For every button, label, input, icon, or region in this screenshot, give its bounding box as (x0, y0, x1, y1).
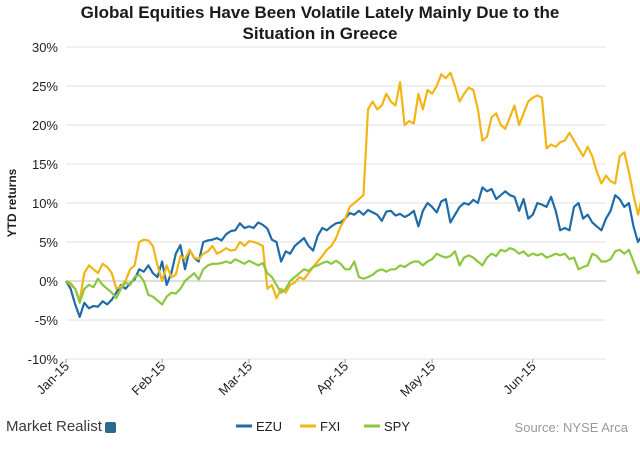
y-axis-label: YTD returns (5, 168, 19, 237)
y-tick-label: 25% (32, 79, 58, 94)
x-tick-label: Jun-15 (500, 359, 539, 398)
chart-title-line-2: Situation in Greece (242, 24, 398, 43)
y-tick-label: 30% (32, 40, 58, 55)
y-tick-label: 5% (39, 235, 58, 250)
series-lines (65, 71, 640, 318)
source-note: Source: NYSE Arca (514, 420, 628, 435)
y-tick-label: 0% (39, 274, 58, 289)
chart-title-line-1: Global Equities Have Been Volatile Latel… (80, 3, 560, 22)
y-tick-label: -5% (35, 313, 59, 328)
gridlines (66, 46, 606, 360)
x-tick-label: Feb-15 (128, 359, 168, 399)
axes: -10%-5%0%5%10%15%20%25%30%YTD returnsJan… (5, 40, 539, 400)
x-tick-label: Apr-15 (313, 359, 351, 397)
series-line-spy (65, 247, 640, 306)
legend-label-ezu: EZU (256, 419, 282, 434)
chart-title: Global Equities Have Been Volatile Latel… (0, 2, 640, 44)
x-tick-label: Mar-15 (215, 359, 255, 399)
y-tick-label: 15% (32, 157, 58, 172)
legend: EZU FXI SPY (236, 419, 410, 434)
y-tick-label: 10% (32, 196, 58, 211)
y-tick-label: -10% (28, 352, 59, 367)
y-tick-label: 20% (32, 118, 58, 133)
x-tick-label: May-15 (397, 359, 438, 400)
series-line-ezu (65, 186, 640, 318)
brand-name: Market Realist (6, 418, 102, 435)
brand-mark-icon (104, 421, 116, 433)
brand-logo: Market Realist (6, 418, 116, 435)
series-line-fxi (65, 71, 640, 302)
legend-label-fxi: FXI (320, 419, 340, 434)
legend-label-spy: SPY (384, 419, 410, 434)
